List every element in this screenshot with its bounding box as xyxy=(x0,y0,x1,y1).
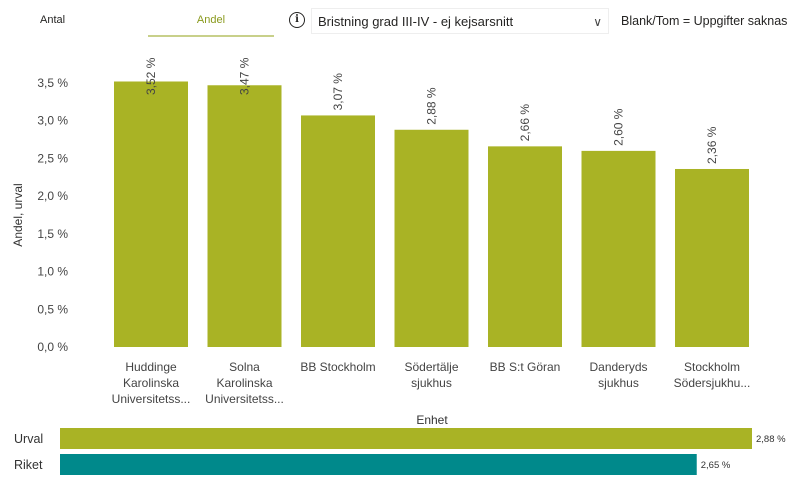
measure-dropdown[interactable]: Bristning grad III-IV - ej kejsarsnitt ∨ xyxy=(311,8,609,34)
category-label: Karolinska xyxy=(123,376,179,390)
bar xyxy=(114,81,188,348)
category-label: Universitetss... xyxy=(112,392,191,406)
category-label: BB Stockholm xyxy=(300,360,375,374)
bar xyxy=(394,129,469,347)
bar xyxy=(301,115,375,347)
y-tick-label: 0,0 % xyxy=(37,340,68,354)
category-label: Huddinge xyxy=(125,360,177,374)
data-label: 2,36 % xyxy=(705,126,719,164)
x-axis-title: Enhet xyxy=(416,413,448,427)
comparison-bar xyxy=(60,428,752,449)
category-label: Universitetss... xyxy=(205,392,284,406)
y-tick-label: 1,0 % xyxy=(37,265,68,279)
tab-antal[interactable]: Antal xyxy=(40,14,66,26)
tab-andel[interactable]: Andel xyxy=(148,14,274,37)
y-tick-label: 2,5 % xyxy=(37,151,68,165)
category-label: BB S:t Göran xyxy=(490,360,561,374)
category-label: Stockholm xyxy=(684,360,740,374)
data-label: 3,47 % xyxy=(238,57,252,95)
category-label: Södertälje xyxy=(404,360,458,374)
comparison-label: Riket xyxy=(14,458,43,472)
comparison-value: 2,65 % xyxy=(701,460,731,471)
chevron-down-icon: ∨ xyxy=(593,15,602,29)
category-label: Karolinska xyxy=(216,376,272,390)
y-tick-label: 0,5 % xyxy=(37,302,68,316)
data-label: 2,66 % xyxy=(518,104,532,142)
bar xyxy=(488,146,562,347)
category-label: sjukhus xyxy=(598,376,639,390)
y-tick-label: 3,5 % xyxy=(37,76,68,90)
dropdown-value: Bristning grad III-IV - ej kejsarsnitt xyxy=(318,14,514,29)
category-label: sjukhus xyxy=(411,376,452,390)
comparison-bar xyxy=(60,454,697,475)
bar xyxy=(581,150,656,347)
y-tick-label: 3,0 % xyxy=(37,114,68,128)
data-label: 2,88 % xyxy=(425,87,439,125)
y-axis-title: Andel, urval xyxy=(11,183,25,246)
y-tick-label: 1,5 % xyxy=(37,227,68,241)
category-label: Södersjukhu... xyxy=(674,376,751,390)
missing-data-note: Blank/Tom = Uppgifter saknas xyxy=(621,14,788,28)
y-tick-label: 2,0 % xyxy=(37,189,68,203)
category-label: Danderyds xyxy=(589,360,647,374)
bar xyxy=(207,85,282,348)
bar xyxy=(675,168,749,347)
info-icon[interactable]: i xyxy=(289,12,305,28)
data-label: 3,07 % xyxy=(331,73,345,111)
comparison-value: 2,88 % xyxy=(756,434,786,445)
comparison-label: Urval xyxy=(14,432,43,446)
data-label: 3,52 % xyxy=(144,57,158,95)
category-label: Solna xyxy=(229,360,260,374)
data-label: 2,60 % xyxy=(612,108,626,146)
